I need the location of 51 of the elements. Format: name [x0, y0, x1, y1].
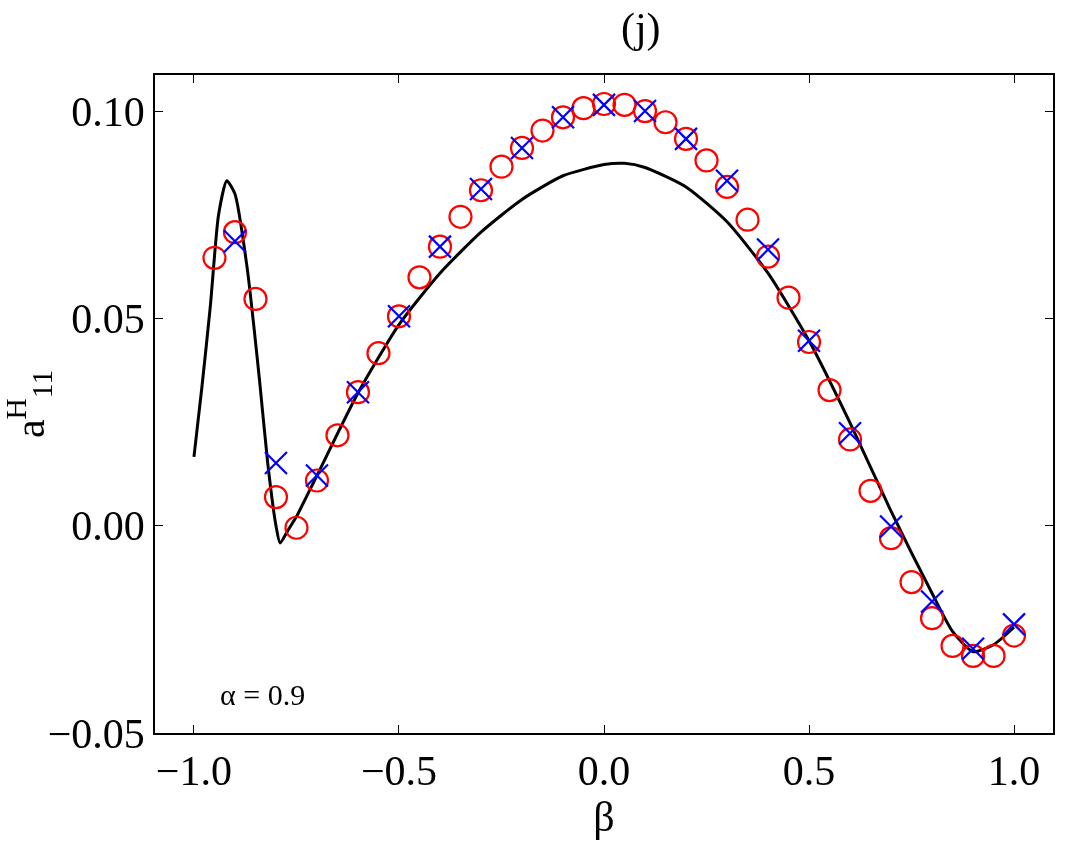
x-tick-label: 1.0 — [987, 748, 1041, 795]
x-tick-label: 0.0 — [577, 748, 631, 795]
point — [755, 244, 781, 269]
point — [571, 96, 596, 121]
x-axis-title: β — [593, 794, 615, 841]
point — [776, 285, 801, 310]
x-tick-label: 0.5 — [782, 748, 836, 795]
point — [919, 589, 945, 614]
point — [304, 468, 330, 493]
x-tick-label: −1.0 — [155, 748, 233, 795]
point — [714, 168, 740, 193]
point — [612, 92, 637, 117]
y-tick-label: −0.05 — [47, 710, 145, 757]
point — [325, 423, 350, 448]
point — [981, 643, 1006, 668]
x-tick-label: −0.5 — [360, 748, 438, 795]
point — [837, 427, 863, 452]
point — [960, 636, 986, 661]
point — [407, 265, 432, 290]
point — [366, 341, 391, 366]
point — [653, 110, 678, 135]
point — [489, 154, 514, 179]
point — [202, 245, 227, 270]
point — [960, 643, 986, 668]
point — [1001, 612, 1027, 637]
point — [940, 633, 965, 659]
point — [694, 148, 719, 173]
point — [263, 450, 289, 476]
point — [448, 204, 473, 229]
annotation: α = 0.9 — [220, 678, 306, 711]
point — [837, 421, 863, 446]
point — [858, 478, 883, 503]
point — [755, 237, 781, 262]
point — [878, 526, 904, 551]
y-tick-label: 0.05 — [71, 296, 145, 343]
point — [284, 515, 309, 540]
point — [817, 378, 842, 403]
point — [263, 484, 289, 510]
point — [714, 174, 740, 200]
y-tick-label: 0.00 — [71, 503, 145, 550]
point — [1001, 623, 1027, 648]
point — [243, 286, 268, 311]
point — [222, 220, 248, 245]
point — [878, 514, 904, 539]
point — [530, 118, 555, 143]
point — [222, 229, 248, 254]
point — [735, 207, 760, 232]
point — [919, 606, 945, 631]
y-tick-label: 0.10 — [71, 88, 145, 135]
point — [899, 569, 924, 595]
chart-title: (j) — [620, 5, 661, 53]
